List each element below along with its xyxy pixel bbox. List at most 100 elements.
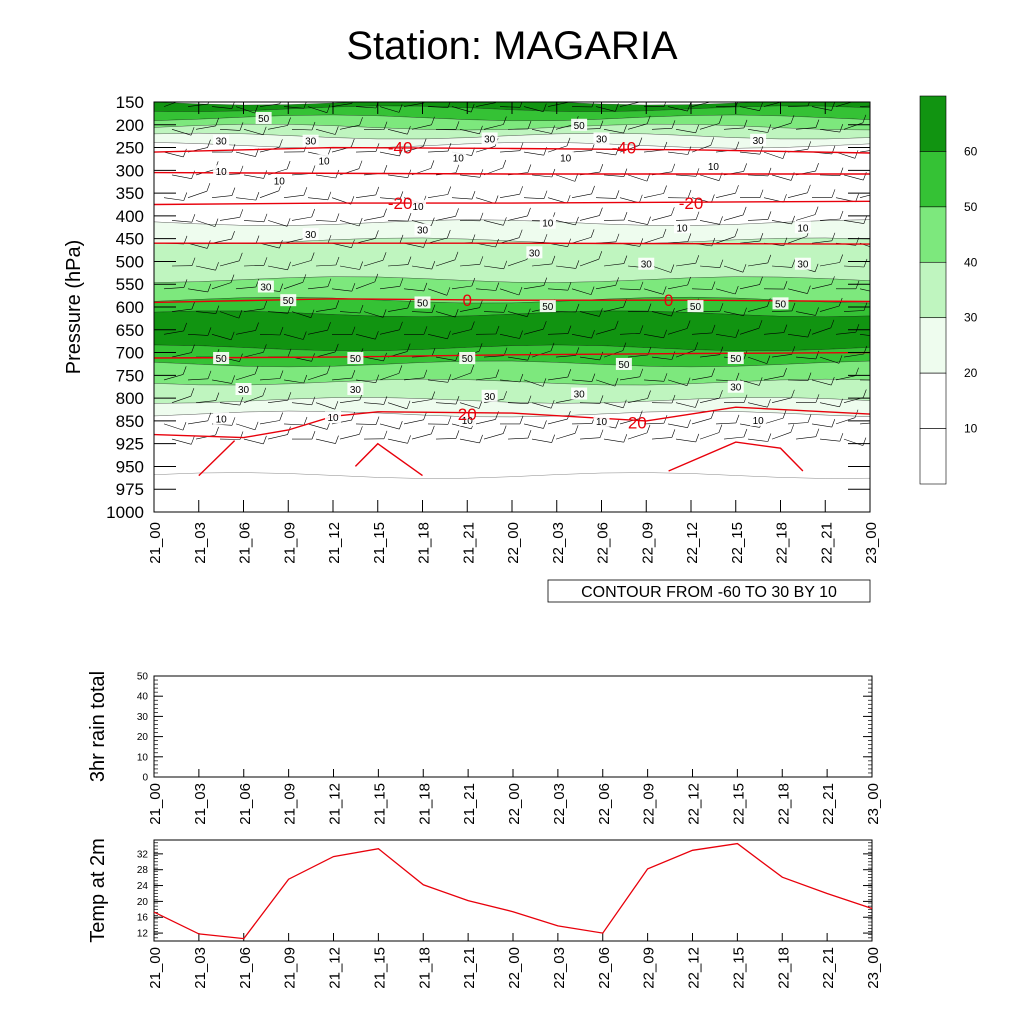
wind-barb [459, 129, 480, 135]
panel-frame [153, 839, 873, 942]
wind-barb [483, 220, 504, 226]
wind-barb-flag [831, 189, 836, 198]
wind-barb-flag [238, 309, 243, 319]
wind-label-bg [213, 134, 230, 147]
wind-barb-flag [663, 102, 667, 107]
wind-barb-flag [382, 252, 387, 261]
wind-barb [499, 237, 520, 244]
wind-barb-flag [839, 254, 843, 263]
wind-barb-flag [287, 305, 292, 314]
wind-barb-flag [574, 173, 579, 182]
x-tick-label: 21_03 [192, 947, 209, 989]
wind-barb [547, 333, 569, 335]
wind-barb [315, 264, 337, 267]
wind-barb-flag [383, 121, 388, 130]
wind-barb [667, 151, 688, 155]
wind-barb-flag [430, 160, 435, 169]
wind-barb [843, 353, 864, 358]
wind-barb [795, 311, 816, 316]
wind-barb-flag [862, 114, 867, 123]
wind-barb [451, 372, 471, 381]
wind-barb-flag [383, 208, 387, 217]
wind-barb [315, 402, 335, 410]
wind-barb [715, 334, 736, 338]
wind-barb [691, 102, 712, 107]
temperature-label: 0 [463, 291, 472, 310]
wind-barb-flag [287, 348, 292, 357]
wind-barb-flag [302, 274, 307, 283]
wind-barb [819, 356, 840, 364]
wind-barb-flag [375, 416, 380, 425]
wind-barb [483, 433, 504, 440]
wind-barb [811, 240, 832, 244]
wind-barb [819, 438, 840, 442]
wind-barb-flag [614, 377, 619, 387]
wind-barb [747, 262, 768, 267]
wind-barb [163, 374, 184, 381]
x-tick-label: 22_15 [729, 522, 746, 564]
wind-barb [211, 106, 232, 109]
wind-barb-flag [231, 375, 235, 384]
wind-barb-flag [503, 260, 508, 269]
wind-barb [499, 193, 520, 198]
wind-barb-flag [431, 347, 436, 357]
wind-barb-flag [863, 215, 868, 224]
wind-barb [291, 402, 312, 406]
temperature-contour [154, 171, 870, 175]
wind-label-bg [481, 389, 498, 402]
wind-barb [387, 174, 408, 178]
wind-barb [243, 352, 264, 358]
wind-barb [531, 263, 552, 267]
wind-barb [699, 432, 719, 440]
wind-barb [723, 265, 744, 273]
wind-speed-label: 10 [318, 156, 330, 167]
wind-barb-flag [255, 191, 260, 201]
wind-barb-flag [191, 170, 195, 179]
wind-barb [427, 194, 448, 198]
wind-barb [475, 146, 496, 153]
wind-barb-flag [687, 146, 692, 155]
wind-barb-flag [743, 119, 748, 129]
wind-speed-label: 50 [775, 299, 787, 310]
wind-barb [291, 129, 313, 131]
wind-barb [627, 174, 648, 182]
wind-barb [747, 402, 768, 408]
y-tick-label: 16 [137, 913, 149, 924]
wind-barb [595, 197, 617, 199]
wind-barb [339, 434, 360, 440]
wind-barb-flag [783, 324, 788, 333]
wind-barb [603, 402, 624, 409]
wind-barb-flag [279, 412, 283, 421]
wind-barb-flag [567, 325, 572, 334]
wind-barb-flag [447, 142, 452, 152]
wind-barb [835, 417, 856, 425]
wind-barb-flag [591, 373, 596, 382]
wind-barb [651, 311, 672, 317]
y-tick-label: 700 [116, 344, 144, 363]
temperature-contour [354, 442, 423, 477]
wind-barb-flag [351, 326, 356, 335]
wind-speed-label: 30 [529, 248, 541, 259]
wind-barb-flag [719, 216, 723, 225]
wind-barb [459, 307, 480, 312]
wind-barb [547, 288, 569, 291]
wind-barb [571, 379, 592, 382]
wind-barb-flag [447, 186, 452, 195]
wind-speed-label: 30 [238, 385, 250, 396]
wind-barb-flag [262, 387, 267, 396]
wind-label-bg [794, 221, 811, 234]
wind-barb [451, 329, 472, 335]
legend-label: 20 [964, 366, 978, 380]
wind-barb-flag [551, 434, 555, 443]
wind-barb-flag [855, 193, 859, 202]
wind-barb [403, 377, 424, 381]
x-tick-label: 22_00 [506, 783, 523, 825]
wind-barb [363, 356, 384, 362]
wind-barb [507, 259, 527, 267]
wind-label-bg [794, 257, 811, 270]
wind-barb [843, 174, 864, 181]
wind-barb [243, 220, 265, 223]
wind-barb [235, 373, 256, 381]
y-tick-label: 28 [137, 865, 149, 876]
wind-barb [507, 402, 529, 404]
